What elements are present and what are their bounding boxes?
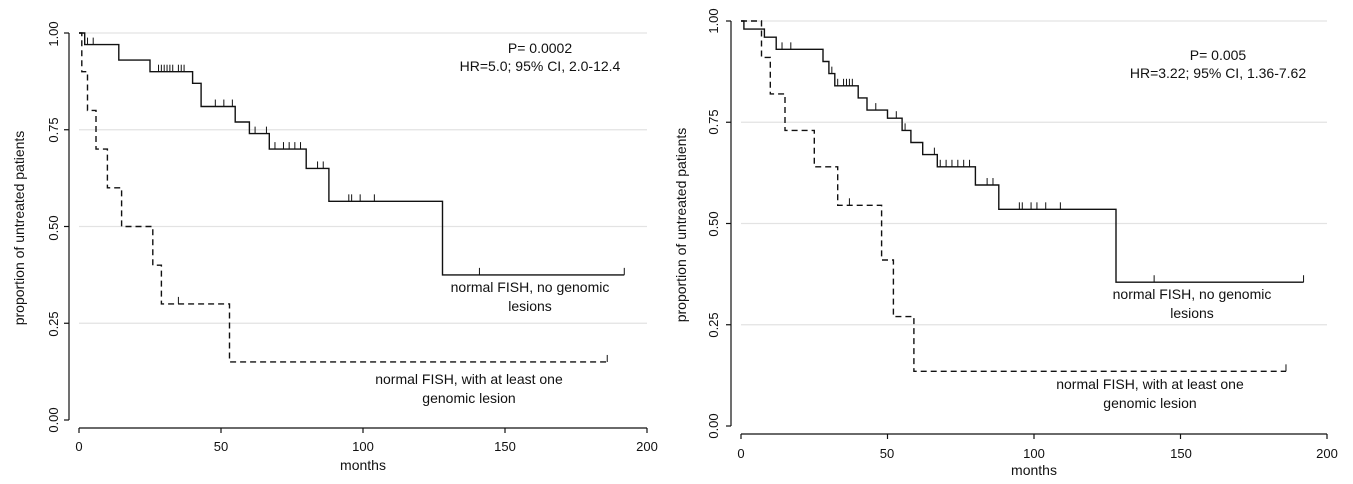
x-tick-label: 0	[737, 446, 744, 461]
axes	[64, 32, 648, 433]
km-curve-no-lesions	[741, 20, 1304, 283]
x-tick-label: 150	[1170, 446, 1192, 461]
y-tick-label: 0.00	[46, 407, 61, 432]
panel-left: 0.00 0.25 0.50 0.75 1.00 0 50 100 150 20…	[11, 21, 658, 473]
x-tick-label: 200	[1316, 446, 1338, 461]
series-label-with-lesion: genomic lesion	[422, 390, 515, 406]
y-tick-label: 0.25	[706, 312, 721, 337]
y-tick-label: 0.75	[46, 117, 61, 142]
series-label-with-lesion: normal FISH, with at least one	[375, 371, 563, 387]
panel-right: 0.00 0.25 0.50 0.75 1.00 0 50 100 150 20…	[673, 8, 1338, 478]
km-curve-with-lesion	[79, 32, 608, 363]
y-axis-label: proportion of untreated patients	[673, 128, 689, 323]
y-tick-label: 0.50	[706, 211, 721, 236]
hazard-ratio: HR=3.22; 95% CI, 1.36-7.62	[1130, 65, 1306, 81]
axes	[726, 20, 1328, 439]
series-label-no-lesions: normal FISH, no genomic	[451, 279, 610, 295]
x-axis-label: months	[340, 457, 386, 473]
y-tick-labels: 0.00 0.25 0.50 0.75 1.00	[706, 8, 721, 438]
y-tick-label: 1.00	[706, 8, 721, 33]
hazard-ratio: HR=5.0; 95% CI, 2.0-12.4	[460, 58, 621, 74]
series-label-with-lesion: normal FISH, with at least one	[1056, 376, 1244, 392]
x-tick-label: 100	[1023, 446, 1045, 461]
p-value: P= 0.0002	[508, 40, 572, 56]
series-label-no-lesions: lesions	[508, 298, 552, 314]
y-tick-label: 0.50	[46, 215, 61, 240]
series-label-no-lesions: lesions	[1170, 305, 1214, 321]
series-label-with-lesion: genomic lesion	[1103, 395, 1196, 411]
x-axis-label: months	[1011, 462, 1057, 478]
curves	[79, 32, 625, 363]
grid-lines	[741, 20, 1327, 326]
x-tick-labels: 0 50 100 150 200	[75, 439, 657, 454]
y-tick-label: 0.25	[46, 311, 61, 336]
p-value: P= 0.005	[1190, 47, 1247, 63]
series-label-no-lesions: normal FISH, no genomic	[1113, 286, 1272, 302]
x-tick-label: 50	[214, 439, 228, 454]
y-tick-labels: 0.00 0.25 0.50 0.75 1.00	[46, 21, 61, 432]
grid-lines	[79, 32, 647, 324]
y-axis-label: proportion of untreated patients	[11, 131, 27, 326]
km-curve-with-lesion	[741, 20, 1286, 372]
x-tick-label: 0	[75, 439, 82, 454]
x-tick-labels: 0 50 100 150 200	[737, 446, 1337, 461]
curves	[741, 20, 1305, 372]
y-tick-label: 0.00	[706, 413, 721, 438]
x-tick-label: 200	[636, 439, 658, 454]
x-tick-label: 150	[494, 439, 516, 454]
x-tick-label: 50	[880, 446, 894, 461]
x-tick-label: 100	[352, 439, 374, 454]
km-curve-no-lesions	[79, 32, 625, 276]
y-tick-label: 1.00	[46, 21, 61, 46]
y-tick-label: 0.75	[706, 109, 721, 134]
